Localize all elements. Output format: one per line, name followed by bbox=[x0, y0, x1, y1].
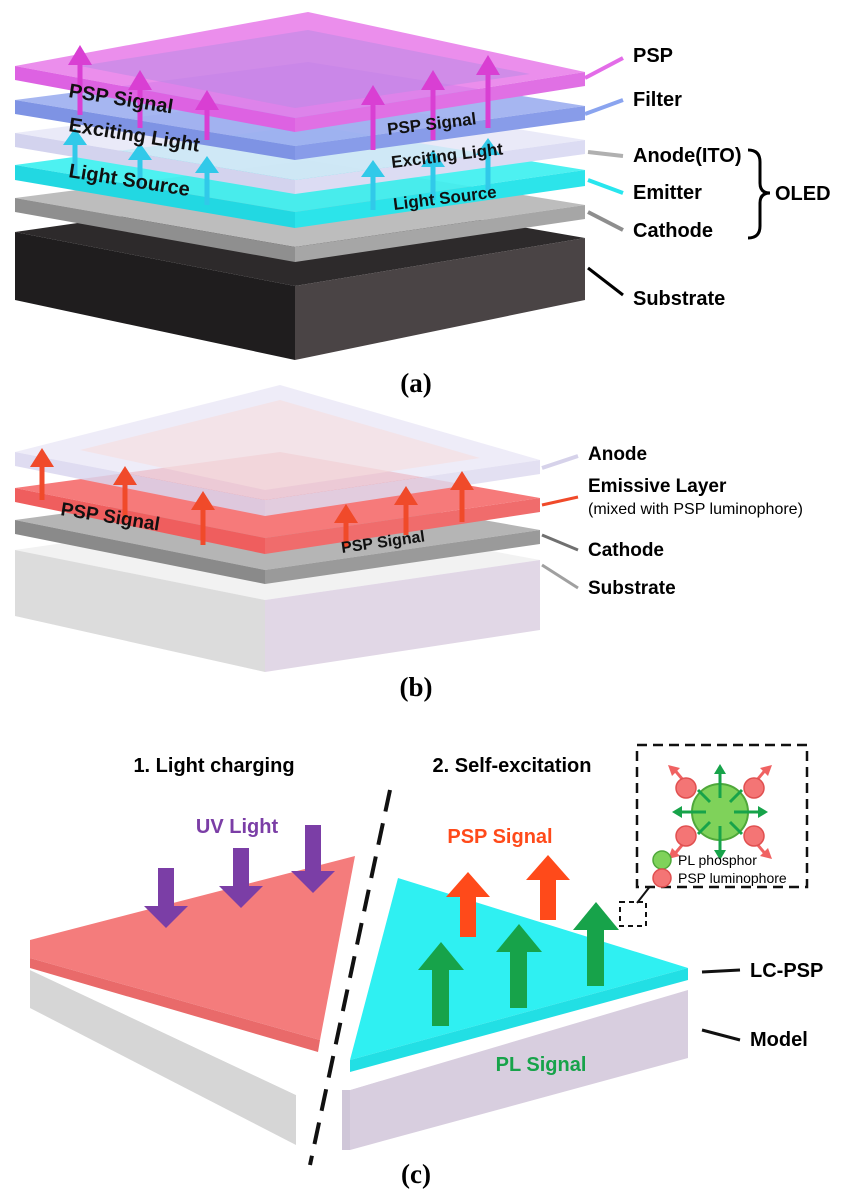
psp-signal-arrow bbox=[113, 466, 137, 520]
psp-luminophore-icon bbox=[743, 777, 765, 799]
exciting-arrow bbox=[421, 150, 445, 200]
oled-label: OLED bbox=[775, 183, 831, 205]
cathode-leader bbox=[587, 210, 624, 232]
pl-signal-arrow bbox=[418, 942, 464, 1026]
uv-arrow bbox=[291, 825, 335, 893]
legend-pl-phosphor-icon bbox=[652, 850, 672, 870]
emissive-label-b: Emissive Layer bbox=[588, 476, 727, 497]
psp-signal-arrow bbox=[450, 471, 474, 522]
left-lc-psp-layer bbox=[30, 856, 355, 1052]
psp-layer bbox=[15, 12, 585, 132]
psp-luminophore-icon bbox=[675, 825, 697, 847]
psp-signal-arrow bbox=[421, 70, 445, 140]
split-dashed-line bbox=[308, 789, 392, 1166]
psp-signal-arrow bbox=[446, 872, 490, 937]
substrate-label: Substrate bbox=[633, 288, 725, 310]
pl-signal-arrows bbox=[418, 902, 619, 1026]
legend-pl-phosphor-label: PL phosphor bbox=[678, 852, 757, 868]
psp-signal-arrow bbox=[334, 504, 358, 548]
oled-brace bbox=[747, 148, 771, 240]
psp-signal-label-c: PSP Signal bbox=[447, 826, 552, 848]
filter-label: Filter bbox=[633, 89, 682, 111]
uv-light-label: UV Light bbox=[196, 816, 279, 838]
psp-label: PSP bbox=[633, 45, 673, 67]
anode-ito-label: Anode(ITO) bbox=[633, 145, 742, 167]
uv-arrow bbox=[144, 868, 188, 928]
psp-luminophore-icon bbox=[743, 825, 765, 847]
lc-psp-leader bbox=[701, 968, 741, 974]
psp-luminophore-icon bbox=[675, 777, 697, 799]
panel-b: PSP Signal PSP Signal Anode Emissive Lay… bbox=[15, 385, 803, 702]
emissive-note-b: (mixed with PSP luminophore) bbox=[588, 501, 803, 518]
cathode-leader-b bbox=[541, 533, 579, 552]
caption-c: (c) bbox=[401, 1159, 431, 1189]
emissive-leader-b bbox=[541, 495, 579, 507]
exciting-arrow bbox=[361, 160, 385, 210]
psp-signal-arrow bbox=[526, 855, 570, 920]
legend-psp-luminophore-icon bbox=[652, 868, 672, 888]
model-label: Model bbox=[750, 1029, 808, 1051]
inset-box: PL phosphor PSP luminophore bbox=[635, 743, 809, 889]
anode-leader bbox=[587, 150, 624, 158]
filter-leader bbox=[584, 98, 624, 116]
exciting-light-arrows bbox=[63, 128, 500, 210]
exciting-arrow bbox=[195, 156, 219, 205]
psp-signal-arrow bbox=[361, 85, 385, 150]
psp-signal-arrow bbox=[128, 70, 152, 128]
phosphor-emission-arrows bbox=[672, 764, 768, 860]
uv-arrow bbox=[219, 848, 263, 908]
anode-layer-b bbox=[15, 385, 540, 516]
psp-signal-arrow bbox=[191, 491, 215, 545]
pl-signal-label: PL Signal bbox=[496, 1054, 587, 1076]
psp-signal-arrows-b bbox=[30, 448, 474, 548]
pl-signal-arrow bbox=[573, 902, 619, 986]
self-excitation-title: 2. Self-excitation bbox=[433, 755, 592, 777]
emitter-label: Emitter bbox=[633, 182, 702, 204]
lc-psp-label: LC-PSP bbox=[750, 960, 823, 982]
substrate-label-b: Substrate bbox=[588, 578, 676, 599]
anode-label-b: Anode bbox=[588, 444, 647, 465]
cathode-label-b: Cathode bbox=[588, 540, 664, 561]
model-leader bbox=[701, 1028, 741, 1042]
psp-signal-arrows bbox=[68, 45, 500, 150]
caption-b: (b) bbox=[400, 672, 433, 702]
exciting-arrow bbox=[128, 143, 152, 190]
pl-signal-arrow bbox=[496, 924, 542, 1008]
zoom-region-box bbox=[619, 901, 647, 927]
exciting-arrow bbox=[476, 138, 500, 190]
caption-a: (a) bbox=[400, 368, 431, 398]
substrate-leader bbox=[587, 266, 624, 297]
anode-leader-b bbox=[541, 454, 579, 470]
uv-light-arrows bbox=[144, 825, 335, 928]
panel-c: 1. Light charging 2. Self-excitation bbox=[30, 743, 823, 1189]
psp-signal-arrow bbox=[476, 55, 500, 128]
psp-signal-arrow bbox=[68, 45, 92, 115]
substrate-leader-b bbox=[541, 563, 579, 590]
panel-a: PSP Signal Exciting Light Light Source P… bbox=[15, 12, 831, 398]
cathode-label: Cathode bbox=[633, 220, 713, 242]
light-charging-title: 1. Light charging bbox=[133, 755, 294, 777]
psp-signal-arrows-c bbox=[446, 855, 570, 937]
psp-signal-arrow bbox=[30, 448, 54, 500]
psp-leader bbox=[584, 56, 624, 80]
emitter-leader bbox=[587, 178, 624, 195]
psp-signal-arrow bbox=[394, 486, 418, 535]
legend-psp-luminophore-label: PSP luminophore bbox=[678, 870, 787, 886]
exciting-arrow bbox=[63, 128, 87, 175]
psp-signal-arrow bbox=[195, 90, 219, 140]
